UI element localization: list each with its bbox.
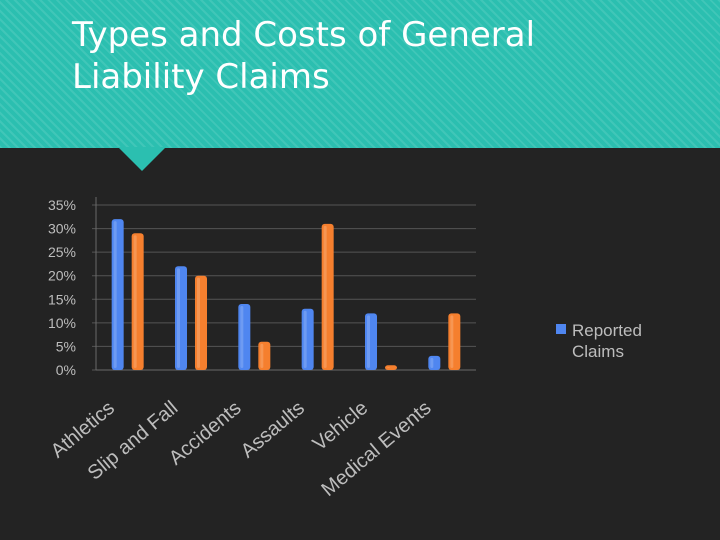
bar-orange bbox=[448, 313, 461, 370]
bar-orange bbox=[195, 275, 207, 370]
bar-highlight bbox=[113, 221, 117, 368]
bar-highlight bbox=[323, 225, 327, 368]
bar-blue bbox=[111, 219, 124, 370]
bar-orange bbox=[131, 233, 144, 370]
legend-label: Reported Claims bbox=[572, 321, 642, 361]
y-tick-label: 15% bbox=[48, 291, 76, 307]
banner-notch bbox=[118, 147, 166, 171]
y-tick-label: 35% bbox=[48, 197, 76, 213]
chart-legend: Reported Claims bbox=[556, 321, 642, 361]
chart-gridlines bbox=[92, 204, 476, 371]
slide-title: Types and Costs of General Liability Cla… bbox=[72, 15, 536, 97]
bar-highlight bbox=[133, 235, 137, 368]
legend-swatch bbox=[556, 324, 566, 334]
bar-highlight bbox=[430, 357, 434, 368]
category-label: Assaults bbox=[237, 397, 309, 462]
y-tick-label: 20% bbox=[48, 268, 76, 284]
chart-bars bbox=[111, 219, 461, 370]
category-label: Medical Events bbox=[318, 397, 436, 501]
bar-highlight bbox=[387, 367, 390, 368]
y-tick-label: 25% bbox=[48, 244, 76, 260]
bar-highlight bbox=[240, 306, 244, 368]
bar-orange bbox=[258, 341, 271, 370]
bar-orange bbox=[321, 223, 334, 370]
y-axis-ticks: 35% 30% 25% 20% 15% 10% 5% 0% bbox=[48, 197, 76, 378]
bar-highlight bbox=[450, 315, 454, 368]
bar-blue bbox=[428, 355, 441, 370]
bar-highlight bbox=[260, 343, 264, 368]
bar-highlight bbox=[367, 315, 370, 368]
title-banner: Types and Costs of General Liability Cla… bbox=[0, 0, 720, 148]
bar-blue bbox=[175, 266, 187, 370]
bar-highlight bbox=[177, 268, 180, 368]
y-tick-label: 30% bbox=[48, 221, 76, 237]
y-tick-label: 5% bbox=[56, 338, 76, 354]
chart-axes bbox=[95, 197, 476, 371]
bar-blue bbox=[238, 304, 251, 370]
bar-orange bbox=[385, 365, 397, 370]
bar-blue bbox=[365, 313, 377, 370]
y-tick-label: 10% bbox=[48, 315, 76, 331]
bar-highlight bbox=[197, 277, 200, 368]
bar-highlight bbox=[303, 310, 307, 368]
y-tick-label: 0% bbox=[56, 362, 76, 378]
bar-blue bbox=[301, 308, 314, 370]
